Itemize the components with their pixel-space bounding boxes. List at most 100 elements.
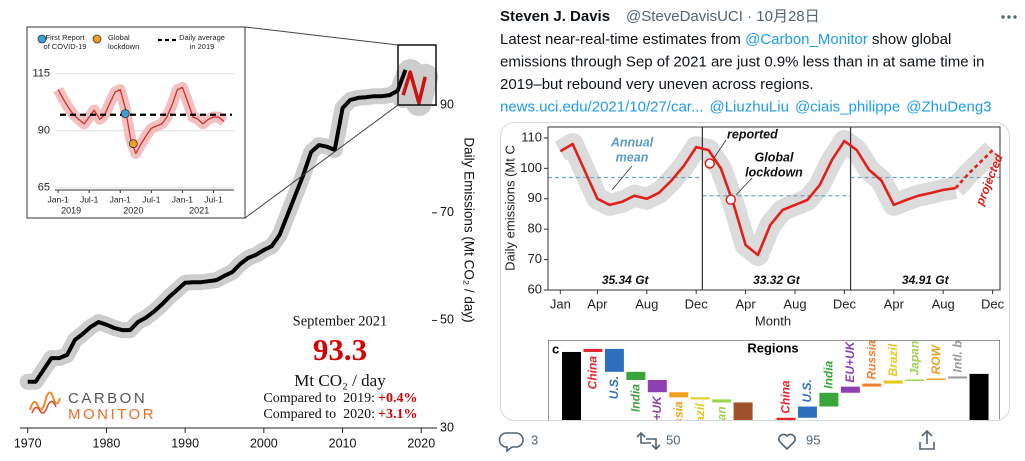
tweet-line: news.uci.edu/2021/10/27/car... @LiuzhuLiu… bbox=[500, 98, 992, 115]
bar-label: Russia bbox=[864, 340, 878, 380]
carbon-monitor-figure: 1970 1980 1990 2000 2010 2020 30 50 70 90 bbox=[14, 44, 454, 450]
share-icon bbox=[919, 429, 935, 450]
annotation: lockdown bbox=[745, 165, 803, 179]
tweet-link[interactable]: @ciais_philippe bbox=[795, 98, 900, 115]
x-tick-label: Jul-1 bbox=[80, 194, 99, 204]
reply-count: 3 bbox=[531, 432, 538, 447]
x-tick-label: 1990 bbox=[171, 436, 199, 450]
year-label: 2019 bbox=[61, 205, 81, 215]
retweet-count: 50 bbox=[666, 432, 680, 447]
tweet-text: show global bbox=[868, 31, 951, 48]
panel-title: Regions bbox=[747, 340, 798, 355]
legend-swatch bbox=[92, 34, 102, 44]
bar-label: Brazil bbox=[886, 343, 900, 376]
event-marker bbox=[725, 194, 737, 205]
tweet-link[interactable]: @Carbon_Monitor bbox=[745, 31, 868, 48]
reply-button[interactable]: 3 bbox=[498, 432, 538, 453]
waterfall-bars: China U.S. India EU+UK Russia Brazil Japan Intl… bbox=[548, 301, 1000, 441]
bar-label: India bbox=[629, 384, 643, 412]
author-meta[interactable]: @SteveDavisUCI · 10月28日 bbox=[626, 8, 820, 25]
tweet-link[interactable]: @LiuzhuLiu bbox=[709, 98, 788, 115]
bar bbox=[948, 376, 968, 379]
logo-icon bbox=[31, 400, 57, 414]
bar bbox=[669, 392, 689, 398]
menu-dot bbox=[1001, 15, 1005, 19]
annotation: Global bbox=[755, 150, 794, 164]
x-tick-label: Dec bbox=[981, 296, 1005, 311]
comparison-change: +3.1% bbox=[378, 407, 417, 422]
tweet-text: emissions through Sep of 2021 are just 0… bbox=[500, 53, 984, 70]
menu-dot bbox=[1007, 15, 1011, 19]
bar bbox=[604, 348, 624, 372]
card-content: 35.34 Gt 33.32 Gt 34.91 Gt 60 70 80 90 100 110 Ja… bbox=[502, 126, 1006, 441]
y-tick-label: 100 bbox=[520, 160, 542, 175]
y-axis-label: Daily emissions (Mt C bbox=[502, 145, 517, 271]
legend-label: First Report bbox=[45, 33, 85, 42]
bar bbox=[969, 373, 989, 420]
bar-label: U.S. bbox=[800, 379, 814, 402]
event-marker bbox=[128, 139, 138, 149]
x-tick-label: Jan-1 bbox=[172, 194, 194, 204]
headline-value: 93.3 bbox=[313, 332, 367, 367]
y-tick-label: 90 bbox=[440, 98, 454, 112]
legend-label: of COVID-19 bbox=[44, 42, 87, 51]
x-tick-label: Jul-1 bbox=[204, 194, 223, 204]
year-label: 2021 bbox=[189, 205, 209, 215]
leader-line bbox=[611, 165, 633, 191]
y-tick-label: 60 bbox=[528, 281, 542, 296]
bar-label: U.S. bbox=[607, 376, 621, 399]
annotation: reported bbox=[727, 127, 778, 141]
bar bbox=[883, 380, 903, 384]
like-count: 95 bbox=[806, 432, 820, 447]
event-marker bbox=[120, 109, 130, 118]
x-tick-label: 2020 bbox=[407, 436, 435, 450]
comparison-label: Compared to 2019: bbox=[263, 391, 375, 406]
menu-dot bbox=[1013, 15, 1017, 19]
tweet-line: Latest near-real-time estimates from @Ca… bbox=[500, 31, 951, 48]
comparison-change: +0.4% bbox=[378, 391, 417, 406]
y-tick-label: 80 bbox=[528, 221, 542, 236]
tweet-line: 2019–but rebound very uneven across regi… bbox=[500, 76, 814, 93]
headline-unit: Mt CO₂ / day bbox=[294, 371, 386, 390]
retweet-button[interactable]: 50 bbox=[636, 431, 680, 451]
monthly-chart: 35.34 Gt 33.32 Gt 34.91 Gt 60 70 80 90 100 110 Ja… bbox=[502, 126, 1006, 328]
y-tick-label: 110 bbox=[521, 129, 542, 144]
bar-label: China bbox=[779, 380, 793, 414]
leader-line bbox=[735, 177, 753, 196]
tweet-text: 2019–but rebound very uneven across regi… bbox=[500, 76, 814, 93]
author-name[interactable]: Steven J. Davis bbox=[500, 8, 610, 25]
zoom-line bbox=[244, 104, 399, 219]
projected-line bbox=[954, 149, 994, 189]
bar bbox=[819, 392, 839, 407]
x-tick-label: Jan bbox=[550, 296, 571, 311]
history-line bbox=[27, 69, 408, 384]
y-axis-label: Daily Emissions (Mt CO₂ / day) bbox=[461, 137, 476, 322]
tweet-link[interactable]: news.uci.edu/2021/10/27/car... bbox=[500, 98, 703, 115]
x-tick-label: 1970 bbox=[14, 436, 42, 450]
bar-label: Japan bbox=[907, 341, 921, 376]
bar bbox=[583, 348, 603, 352]
x-tick-label: Dec bbox=[833, 296, 857, 311]
bar-label: Russia bbox=[671, 401, 685, 441]
legend-label: in 2019 bbox=[190, 42, 215, 51]
bar bbox=[776, 417, 796, 420]
x-tick-label: 2010 bbox=[329, 436, 357, 450]
bar-label: EU+UK bbox=[843, 340, 857, 382]
y-tick-label: 115 bbox=[32, 68, 50, 80]
annual-total: 33.32 Gt bbox=[753, 273, 801, 287]
x-tick-label: Dec bbox=[685, 296, 709, 311]
share-button[interactable] bbox=[919, 429, 935, 450]
bar bbox=[712, 399, 732, 403]
logo: CARBON MONITOR bbox=[29, 390, 154, 423]
tweet-link[interactable]: @ZhuDeng3 bbox=[906, 98, 991, 115]
y-tick-label: 90 bbox=[528, 190, 542, 205]
x-tick-label: 1980 bbox=[93, 436, 121, 450]
like-button[interactable]: 95 bbox=[778, 432, 821, 451]
more-menu[interactable] bbox=[1001, 15, 1017, 19]
x-tick-label: Aug bbox=[783, 296, 806, 311]
x-tick-label: Apr bbox=[735, 296, 756, 311]
bar-label: Intl. bunkers bbox=[950, 301, 964, 373]
